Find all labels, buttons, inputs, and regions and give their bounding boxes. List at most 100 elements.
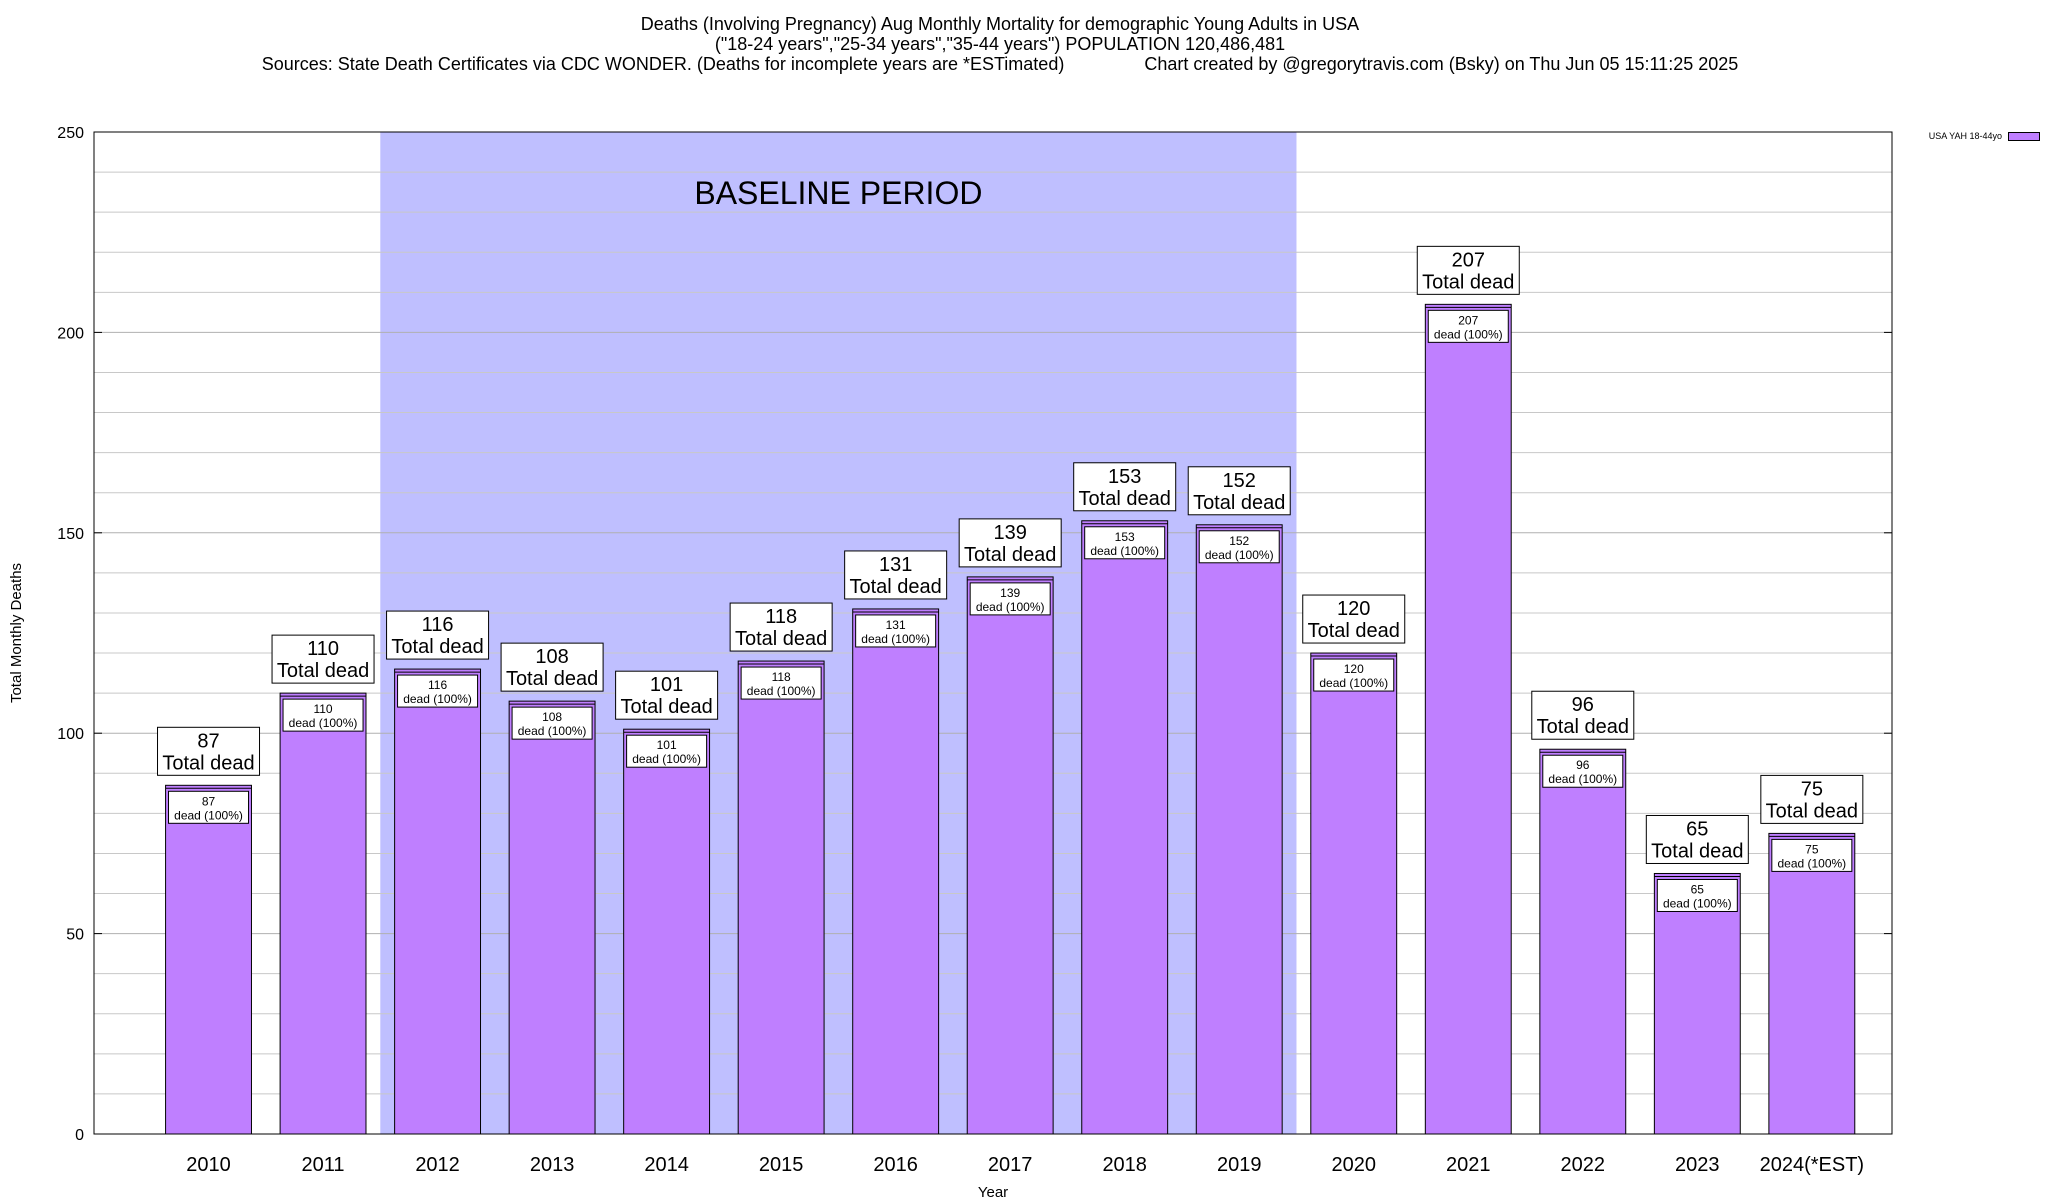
inner-label-box <box>1542 754 1624 788</box>
x-tick-label: 2022 <box>1561 1154 1606 1176</box>
inner-label-value: 153 <box>1115 530 1135 544</box>
inner-label-text: dead (100%) <box>403 692 472 706</box>
inner-label-box <box>740 666 822 700</box>
inner-label-value: 108 <box>542 710 562 724</box>
inner-label-text: dead (100%) <box>1434 327 1503 341</box>
total-label-text: Total dead <box>1422 271 1514 293</box>
total-label-box <box>1302 594 1406 644</box>
total-label-box <box>271 634 375 684</box>
legend: USA YAH 18-44yo <box>1929 131 2040 141</box>
inner-label-text: dead (100%) <box>747 684 816 698</box>
total-label-text: Total dead <box>1079 488 1171 510</box>
chart-source-line: Sources: State Death Certificates via CD… <box>0 54 2000 74</box>
inner-label-value: 65 <box>1691 882 1705 896</box>
inner-label-box <box>969 582 1051 616</box>
total-label-box <box>1073 462 1177 512</box>
x-tick-label: 2015 <box>759 1154 804 1176</box>
x-tick-label: 2020 <box>1331 1154 1376 1176</box>
total-label-box <box>844 550 948 600</box>
total-label-text: Total dead <box>1651 840 1743 862</box>
inner-label-value: 110 <box>313 702 332 716</box>
inner-label-text: dead (100%) <box>1663 896 1732 910</box>
inner-label-text: dead (100%) <box>1319 676 1388 690</box>
bar <box>1310 652 1398 1135</box>
inner-label-box <box>1771 838 1853 872</box>
x-tick-label: 2018 <box>1102 1154 1147 1176</box>
inner-label-text: dead (100%) <box>976 600 1045 614</box>
total-label-text: Total dead <box>620 696 712 718</box>
bar <box>1539 748 1627 1135</box>
x-tick-label: 2019 <box>1217 1154 1262 1176</box>
x-tick-label: 2024(*EST) <box>1760 1154 1865 1176</box>
inner-label-value: 118 <box>772 670 791 684</box>
plot-frame <box>93 131 1893 1135</box>
inner-label-value: 131 <box>886 618 906 632</box>
inner-label-text: dead (100%) <box>1205 548 1274 562</box>
inner-label-box <box>1313 658 1395 692</box>
inner-label-value: 120 <box>1344 662 1364 676</box>
total-label-box <box>1416 245 1520 295</box>
chart-subtitle: ("18-24 years","25-34 years","35-44 year… <box>714 34 1286 54</box>
inner-label-value: 139 <box>1000 586 1020 600</box>
x-tick-label: 2021 <box>1446 1154 1491 1176</box>
total-label-box <box>1531 690 1635 740</box>
total-label-box <box>386 610 490 660</box>
total-label-value: 207 <box>1452 249 1485 271</box>
total-label-box <box>958 518 1062 568</box>
bar <box>737 660 825 1135</box>
total-label-text: Total dead <box>1537 716 1629 738</box>
y-tick-label: 100 <box>57 726 84 743</box>
inner-label-box <box>511 706 593 740</box>
inner-label-value: 87 <box>202 794 216 808</box>
bar <box>508 700 596 1135</box>
total-label-text: Total dead <box>391 636 483 658</box>
total-label-value: 118 <box>765 606 797 628</box>
total-label-value: 110 <box>307 638 339 660</box>
bar <box>279 692 367 1135</box>
total-label-box <box>157 726 261 776</box>
legend-label: USA YAH 18-44yo <box>1928 131 2002 141</box>
bar <box>1195 524 1283 1135</box>
bar <box>1081 520 1169 1135</box>
bar <box>1653 872 1741 1135</box>
y-tick-label: 150 <box>57 526 84 543</box>
x-tick-label: 2023 <box>1675 1154 1720 1176</box>
inner-label-text: dead (100%) <box>174 808 243 822</box>
total-label-value: 152 <box>1223 470 1256 492</box>
total-label-value: 96 <box>1572 694 1594 716</box>
total-label-value: 131 <box>879 554 912 576</box>
inner-label-value: 96 <box>1576 758 1590 772</box>
x-tick-label: 2017 <box>988 1154 1033 1176</box>
chart-titles: Deaths (Involving Pregnancy) Aug Monthly… <box>0 14 2000 74</box>
inner-label-text: dead (100%) <box>632 752 701 766</box>
total-label-value: 101 <box>650 674 683 696</box>
y-tick-label: 200 <box>57 325 84 342</box>
inner-label-box <box>397 674 479 708</box>
total-label-value: 153 <box>1108 466 1141 488</box>
inner-label-text: dead (100%) <box>289 716 358 730</box>
legend-swatch <box>2008 131 2040 141</box>
bar <box>1768 832 1856 1135</box>
bar <box>623 728 711 1135</box>
chart-title: Deaths (Involving Pregnancy) Aug Monthly… <box>640 14 1360 34</box>
total-label-value: 116 <box>422 614 454 636</box>
y-tick-label: 250 <box>57 125 84 142</box>
inner-label-text: dead (100%) <box>1777 856 1846 870</box>
total-label-value: 75 <box>1801 778 1823 800</box>
total-label-box <box>1645 814 1749 864</box>
inner-label-box <box>855 614 937 648</box>
bar <box>966 576 1054 1135</box>
x-tick-label: 2014 <box>644 1154 689 1176</box>
total-label-box <box>1760 774 1864 824</box>
y-tick-label: 0 <box>75 1127 84 1144</box>
inner-label-value: 116 <box>428 678 447 692</box>
total-label-box <box>615 670 719 720</box>
source-text: Sources: State Death Certificates via CD… <box>261 54 1065 74</box>
total-label-text: Total dead <box>277 660 369 682</box>
total-label-text: Total dead <box>964 544 1056 566</box>
bar <box>165 784 252 1135</box>
total-label-box <box>729 602 833 652</box>
inner-label-value: 75 <box>1805 842 1819 856</box>
total-label-value: 139 <box>993 522 1026 544</box>
